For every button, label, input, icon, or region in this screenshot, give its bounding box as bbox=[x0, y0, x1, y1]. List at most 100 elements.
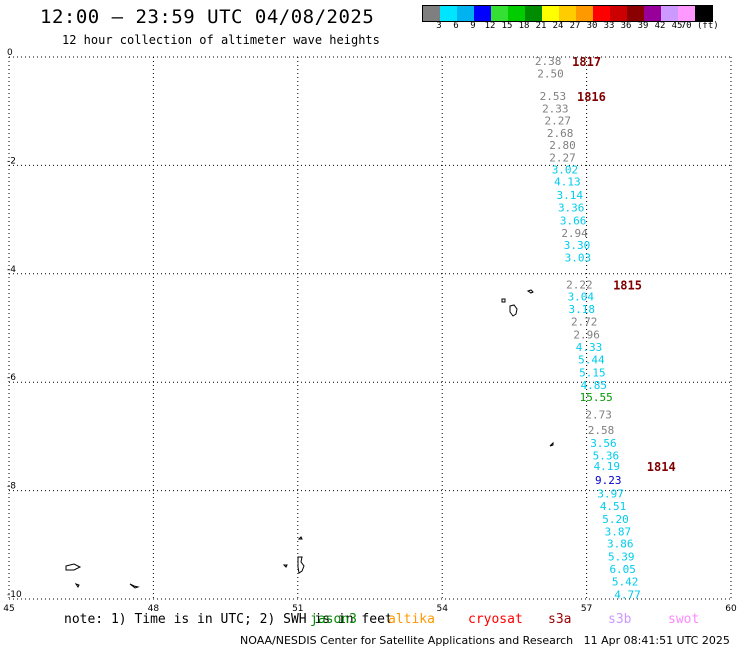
footer-credit: NOAA/NESDIS Center for Satellite Applica… bbox=[240, 634, 730, 647]
color-swatch bbox=[457, 6, 474, 21]
wave-height-label: 2.22 bbox=[566, 279, 593, 292]
color-swatch bbox=[440, 6, 457, 21]
color-swatch bbox=[576, 6, 593, 21]
island-outline bbox=[65, 563, 82, 571]
x-tick-label: 54 bbox=[436, 604, 448, 614]
color-swatch bbox=[644, 6, 661, 21]
wave-height-label: 5.42 bbox=[612, 576, 639, 589]
x-tick-label: 57 bbox=[581, 604, 592, 614]
wave-height-label: 2.33 bbox=[542, 102, 569, 115]
wave-height-label: 3.03 bbox=[565, 252, 592, 265]
time-label: 1817 bbox=[572, 55, 601, 69]
wave-height-label: 2.53 bbox=[540, 90, 567, 103]
wave-height-label: 6.05 bbox=[609, 563, 636, 576]
credit-text: NOAA/NESDIS Center for Satellite Applica… bbox=[240, 634, 574, 647]
wave-height-label: 3.56 bbox=[590, 437, 617, 450]
color-swatch bbox=[525, 6, 542, 21]
wave-height-label: 9.23 bbox=[595, 474, 622, 487]
wave-height-label: 5.15 bbox=[579, 366, 606, 379]
wave-height-label: 3.97 bbox=[597, 487, 624, 500]
wave-height-label: 4.19 bbox=[594, 460, 621, 473]
color-scale-tick-label: 3 bbox=[436, 21, 442, 31]
color-scale-tick-label: 24 bbox=[552, 21, 564, 31]
wave-height-label: 3.18 bbox=[569, 303, 596, 316]
satellite-legend-altika: altika bbox=[388, 612, 435, 627]
time-label: 1815 bbox=[613, 279, 642, 293]
wave-height-label: 4.51 bbox=[600, 500, 627, 513]
island-outline bbox=[297, 536, 303, 540]
wave-height-label: 4.33 bbox=[576, 341, 603, 354]
wave-height-label: 5.44 bbox=[578, 353, 605, 366]
color-scale-tick-label: 12 bbox=[484, 21, 496, 31]
color-scale-tick-label: 15 bbox=[501, 21, 513, 31]
time-label: 1816 bbox=[577, 90, 606, 104]
wave-height-label: 3.02 bbox=[552, 164, 579, 177]
wave-height-label: 2.73 bbox=[585, 409, 612, 422]
wave-height-label: 3.66 bbox=[560, 215, 587, 228]
satellite-legend-s3b: s3b bbox=[608, 612, 632, 627]
time-label: 1814 bbox=[647, 460, 676, 474]
wave-height-label: 2.68 bbox=[547, 127, 574, 140]
page-subtitle: 12 hour collection of altimeter wave hei… bbox=[62, 33, 380, 47]
color-swatch bbox=[695, 6, 712, 21]
island-outline bbox=[549, 441, 554, 447]
color-scale-tick-label: 45 bbox=[671, 21, 683, 31]
satellite-legend-jason3: jason3 bbox=[310, 612, 357, 627]
y-tick-label: 0 bbox=[7, 48, 13, 58]
x-tick-label: 51 bbox=[292, 604, 303, 614]
timestamp-text: 11 Apr 08:41:51 UTC 2025 bbox=[583, 634, 730, 647]
color-scale-bar bbox=[422, 5, 713, 22]
wave-height-label: 3.86 bbox=[607, 538, 634, 551]
color-swatch bbox=[508, 6, 525, 21]
wave-height-label: 2.27 bbox=[544, 114, 571, 127]
color-scale-tick-label: 33 bbox=[603, 21, 615, 31]
color-swatch bbox=[559, 6, 576, 21]
wave-height-label: 4.85 bbox=[581, 379, 608, 392]
color-swatch bbox=[542, 6, 559, 21]
color-swatch bbox=[678, 6, 695, 21]
y-tick-label: -8 bbox=[7, 482, 16, 492]
wave-height-label: 5.39 bbox=[608, 551, 635, 564]
island-outline bbox=[282, 564, 288, 568]
wave-height-label: 5.20 bbox=[602, 513, 629, 526]
wave-height-label: 3.87 bbox=[605, 525, 632, 538]
island-outline bbox=[526, 289, 534, 294]
island-outline bbox=[74, 583, 80, 588]
x-tick-label: 45 bbox=[3, 604, 14, 614]
color-scale-tick-label: 21 bbox=[535, 21, 547, 31]
wave-height-label: 2.38 bbox=[535, 55, 562, 68]
wave-height-label: 3.04 bbox=[568, 291, 595, 304]
color-scale-tick-label: 70 (ft) bbox=[680, 21, 719, 31]
satellite-legend-cryosat: cryosat bbox=[468, 612, 523, 627]
color-scale-tick-label: 6 bbox=[453, 21, 459, 31]
color-scale-tick-label: 36 bbox=[620, 21, 632, 31]
wave-height-label: 3.36 bbox=[558, 202, 585, 215]
wave-height-label: 4.13 bbox=[554, 176, 581, 189]
wave-height-label: 5.36 bbox=[593, 449, 620, 462]
wave-height-label: 15.55 bbox=[580, 391, 613, 404]
color-scale-tick-label: 42 bbox=[654, 21, 666, 31]
wave-height-label: 2.72 bbox=[571, 315, 598, 328]
page-title: 12:00 – 23:59 UTC 04/08/2025 bbox=[40, 6, 375, 28]
x-tick-label: 60 bbox=[725, 604, 737, 614]
color-swatch bbox=[423, 6, 440, 21]
wave-height-label: 2.58 bbox=[588, 424, 615, 437]
satellite-legend-s3a: s3a bbox=[548, 612, 572, 627]
units-note: note: 1) Time is in UTC; 2) SWH is in fe… bbox=[64, 612, 393, 627]
wave-height-label: 3.30 bbox=[564, 239, 591, 252]
color-scale-tick-label: 30 bbox=[586, 21, 598, 31]
color-scale-tick-label: 18 bbox=[518, 21, 530, 31]
color-scale-tick-label: 27 bbox=[569, 21, 581, 31]
island-outline bbox=[297, 556, 305, 574]
island-outline bbox=[509, 304, 518, 317]
y-tick-label: -6 bbox=[7, 373, 16, 383]
y-tick-label: -4 bbox=[7, 265, 16, 275]
color-swatch bbox=[627, 6, 644, 21]
color-scale-tick-label: 39 bbox=[637, 21, 649, 31]
island-outline bbox=[129, 583, 140, 589]
wave-height-label: 4.77 bbox=[614, 589, 641, 602]
color-swatch bbox=[593, 6, 610, 21]
wave-height-label: 2.96 bbox=[573, 329, 600, 342]
y-tick-label: -2 bbox=[7, 156, 16, 166]
